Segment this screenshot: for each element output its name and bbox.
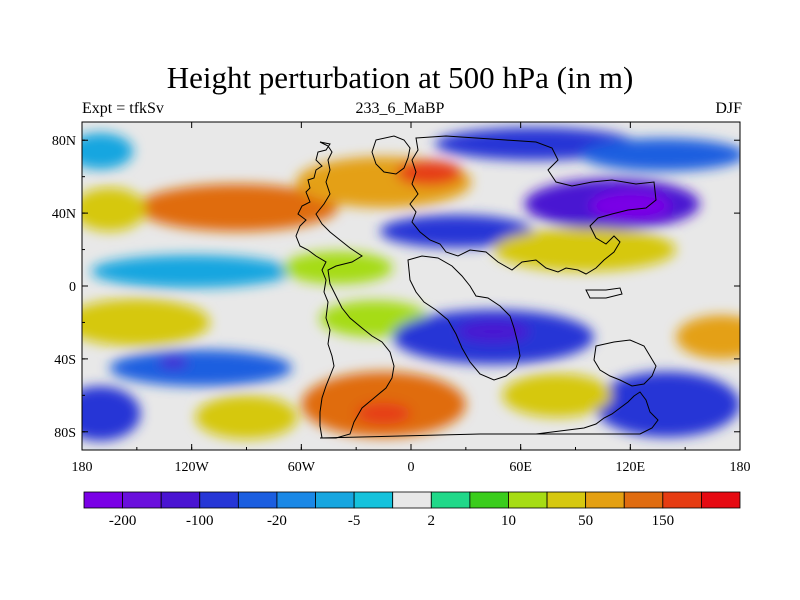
colorbar-swatch [83, 491, 123, 509]
coastline-islands [585, 287, 623, 299]
colorbar-swatch [353, 491, 394, 509]
coastline-greenland [371, 135, 411, 175]
y-tick-label: 40N [52, 207, 76, 222]
contour-field [82, 122, 740, 450]
x-tick-label: 0 [408, 460, 415, 475]
coastline-americas [295, 141, 395, 439]
x-tick-label: 120W [175, 460, 210, 475]
colorbar-swatch [430, 491, 471, 509]
y-tick-label: 40S [54, 353, 76, 368]
field-region-24 [195, 395, 298, 440]
field-region-4 [581, 138, 740, 172]
field-region-2 [396, 160, 463, 186]
field-region-13 [82, 298, 210, 347]
colorbar-swatch [585, 491, 625, 509]
x-tick-label: 120E [616, 460, 646, 475]
colorbar-swatch [237, 491, 278, 509]
field-region-22 [593, 371, 740, 438]
colorbar-label: -200 [109, 513, 137, 529]
field-region-12 [283, 251, 393, 285]
colorbar-swatch [392, 491, 432, 509]
field-region-7 [379, 214, 534, 248]
colorbar: -200 -100 -20 -5 2 10 50 150 [83, 491, 741, 529]
field-region-25 [502, 373, 613, 418]
field-region-8 [493, 227, 677, 272]
field-region-18 [109, 349, 293, 387]
colorbar-swatch [160, 491, 201, 509]
y-tick-label: 80S [54, 426, 76, 441]
colorbar-swatch [623, 491, 664, 509]
colorbar-swatch [508, 491, 548, 509]
season-label: DJF [715, 100, 742, 117]
colorbar-label: 50 [578, 513, 593, 529]
colorbar-swatch [701, 491, 741, 509]
colorbar-swatch [469, 491, 509, 509]
colorbar-label: 2 [428, 513, 436, 529]
field-region-23 [82, 386, 141, 441]
case-label: 233_6_MaBP [355, 100, 445, 117]
field-region-15 [676, 315, 740, 359]
field-region-6 [590, 191, 671, 221]
x-axis: 180 120W 60W 0 60E 120E 180 [72, 122, 751, 475]
colorbar-swatch [122, 491, 162, 509]
field-region-17 [456, 320, 530, 343]
field-region-10 [82, 132, 134, 170]
coastline-australia [593, 339, 657, 387]
x-tick-label: 180 [72, 460, 93, 475]
y-tick-label: 80N [52, 134, 76, 149]
colorbar-swatch [546, 491, 587, 509]
coastline-eurasia [409, 135, 657, 275]
field-region-21 [356, 402, 412, 425]
colorbar-label: -100 [186, 513, 214, 529]
y-axis: 80N 40N 0 40S 80S [52, 134, 740, 441]
field-region-11 [91, 255, 293, 288]
x-tick-label: 60W [288, 460, 316, 475]
field-region-0 [136, 183, 338, 232]
colorbar-swatch [199, 491, 239, 509]
colorbar-label: -5 [348, 513, 361, 529]
experiment-label: Expt = tfkSv [82, 100, 164, 117]
colorbar-label: -20 [267, 513, 287, 529]
colorbar-swatch [315, 491, 355, 509]
coastline-africa [407, 255, 521, 381]
colorbar-label: 10 [501, 513, 516, 529]
y-tick-label: 0 [69, 280, 76, 295]
chart-title: Height perturbation at 500 hPa (in m) [166, 60, 634, 95]
colorbar-swatch [276, 491, 316, 509]
coastlines [295, 135, 659, 439]
colorbar-label: 150 [652, 513, 675, 529]
coastline-antarctica [319, 391, 659, 439]
field-region-9 [82, 187, 146, 232]
field-region-19 [158, 357, 189, 368]
x-tick-label: 180 [730, 460, 751, 475]
x-tick-label: 60E [509, 460, 532, 475]
colorbar-swatch [662, 491, 702, 509]
